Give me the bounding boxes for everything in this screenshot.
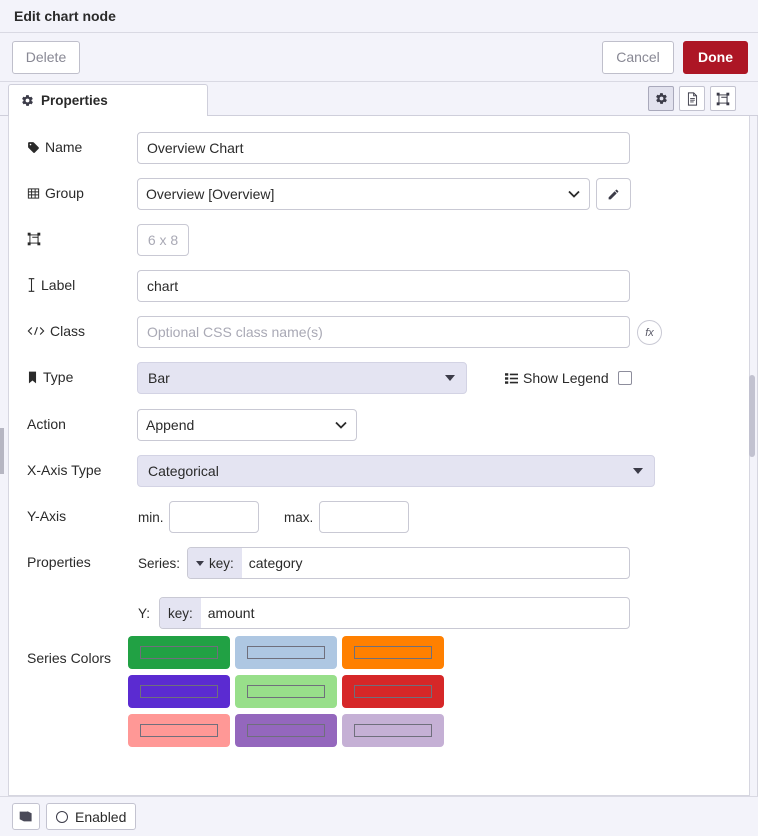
row-properties-series: Properties Series: key: category — [9, 542, 749, 582]
row-name: Name — [9, 127, 749, 167]
tab-properties-label: Properties — [41, 93, 108, 108]
circle-icon — [56, 810, 68, 823]
table-icon — [27, 187, 40, 200]
show-legend-checkbox[interactable] — [617, 371, 632, 385]
cancel-button[interactable]: Cancel — [602, 41, 674, 74]
show-legend-label: Show Legend — [523, 370, 609, 386]
row-type: Type Bar Show Legend — [9, 357, 749, 397]
name-label: Name — [27, 135, 137, 159]
properties-form: Name Group Overview [Overview] — [8, 116, 750, 796]
y-axis-max-label: max. — [284, 510, 314, 525]
y-key-prefix: key: — [160, 598, 201, 628]
series-key-prefix[interactable]: key: — [188, 548, 242, 578]
name-input[interactable] — [137, 132, 630, 164]
series-colors-grid — [128, 636, 449, 753]
action-select[interactable]: Append — [137, 409, 357, 441]
code-icon — [27, 325, 45, 337]
action-label: Action — [27, 416, 66, 432]
size-input[interactable] — [137, 224, 189, 256]
gear-icon-button[interactable] — [648, 86, 674, 111]
y-key-field[interactable]: key: amount — [159, 597, 630, 629]
color-swatch[interactable] — [128, 636, 230, 669]
delete-button[interactable]: Delete — [12, 41, 80, 74]
enabled-label: Enabled — [75, 808, 127, 825]
row-series-colors: Series Colors — [9, 638, 749, 668]
edit-group-button[interactable] — [596, 178, 631, 210]
color-swatch[interactable] — [128, 714, 230, 747]
book-icon — [19, 811, 32, 822]
label-input[interactable] — [137, 270, 630, 302]
dialog-toolbar: Delete Cancel Done — [0, 33, 758, 82]
type-dropdown[interactable]: Bar — [137, 362, 467, 394]
action-select-wrap: Append — [137, 409, 357, 441]
series-label: Series: — [138, 556, 181, 571]
row-action: Action Append — [9, 404, 749, 444]
dialog-title: Edit chart node — [0, 0, 758, 33]
color-swatch[interactable] — [342, 714, 444, 747]
y-key-label: Y: — [138, 606, 151, 621]
label-label: Label — [27, 273, 137, 297]
tab-properties[interactable]: Properties — [8, 84, 208, 117]
chevron-down-icon — [445, 375, 455, 381]
group-label: Group — [27, 181, 137, 205]
row-size — [9, 219, 749, 259]
x-axis-type-dropdown[interactable]: Categorical — [137, 455, 655, 487]
bookmark-icon — [27, 371, 38, 384]
chevron-down-icon — [633, 468, 643, 474]
y-axis-min-input[interactable] — [169, 501, 259, 533]
color-swatch[interactable] — [235, 675, 337, 708]
class-fx-button[interactable]: fx — [637, 320, 662, 345]
y-axis-min-label: min. — [138, 510, 164, 525]
properties-label: Properties — [27, 554, 91, 570]
color-swatch[interactable] — [235, 636, 337, 669]
row-class: Class fx — [9, 311, 749, 351]
group-select-wrap: Overview [Overview] — [137, 178, 590, 210]
book-icon-button[interactable] — [12, 803, 40, 830]
row-label: Label — [9, 265, 749, 305]
series-key-value[interactable]: category — [248, 555, 303, 571]
pencil-icon — [608, 189, 619, 199]
text-cursor-icon — [27, 278, 36, 292]
legend-icon — [505, 372, 518, 384]
row-properties-y: Y: key: amount — [9, 592, 749, 632]
size-label — [27, 227, 137, 251]
y-axis-label: Y-Axis — [27, 508, 67, 524]
tag-icon — [27, 141, 40, 154]
series-colors-row — [128, 675, 449, 708]
color-swatch[interactable] — [342, 636, 444, 669]
row-x-axis-type: X-Axis Type Categorical — [9, 450, 749, 490]
color-swatch[interactable] — [128, 675, 230, 708]
row-y-axis: Y-Axis min. max. — [9, 496, 749, 536]
size-icon — [27, 232, 41, 246]
series-colors-row — [128, 714, 449, 747]
class-input[interactable] — [137, 316, 630, 348]
series-key-field[interactable]: key: category — [187, 547, 630, 579]
gear-icon — [21, 94, 34, 107]
dialog-footer: Enabled — [0, 796, 758, 836]
chevron-down-icon — [196, 560, 204, 566]
y-key-value[interactable]: amount — [207, 605, 255, 621]
class-label: Class — [27, 319, 137, 343]
tab-bar: Properties — [0, 82, 758, 117]
color-swatch[interactable] — [342, 675, 444, 708]
enabled-toggle-button[interactable]: Enabled — [46, 803, 136, 830]
vertical-scrollbar-thumb[interactable] — [749, 375, 755, 457]
x-axis-type-label: X-Axis Type — [27, 462, 102, 478]
show-legend-group: Show Legend — [505, 366, 632, 390]
appearance-icon-button[interactable] — [710, 86, 736, 111]
color-swatch[interactable] — [235, 714, 337, 747]
y-axis-max-input[interactable] — [319, 501, 409, 533]
description-icon-button[interactable] — [679, 86, 705, 111]
group-select[interactable]: Overview [Overview] — [137, 178, 590, 210]
series-colors-label: Series Colors — [27, 650, 112, 666]
row-group: Group Overview [Overview] — [9, 173, 749, 213]
series-colors-row — [128, 636, 449, 669]
type-label: Type — [27, 365, 137, 389]
done-button[interactable]: Done — [683, 41, 748, 74]
left-scroll-indicator[interactable] — [0, 428, 4, 474]
